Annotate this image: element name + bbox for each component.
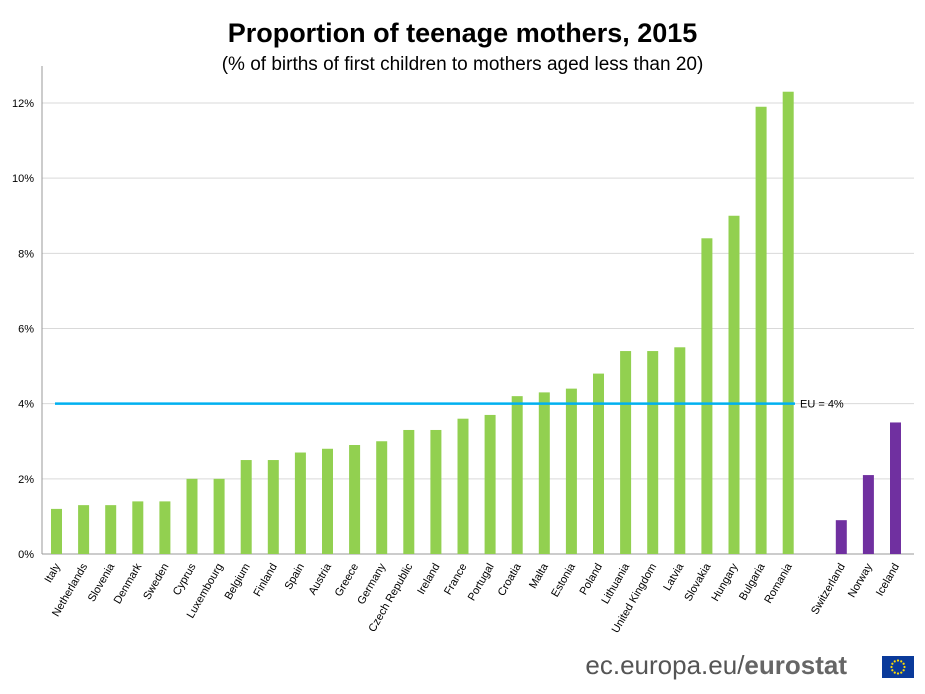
bar-poland [593,373,604,554]
bar-bulgaria [755,106,767,554]
y-tick-label: 2% [18,474,34,486]
x-tick-label: Sweden [141,562,171,602]
bar-malta [538,392,550,554]
footer-brand: eurostat [744,650,847,680]
y-tick-label: 10% [12,173,34,185]
flag-star [902,669,905,672]
x-tick-label: Norway [846,561,875,600]
bar-cyprus [186,478,198,554]
eu-average-label: EU = 4% [800,399,844,411]
bar-finland [267,460,279,554]
bar-italy [51,508,62,554]
bar-france [457,418,469,554]
bar-slovakia [701,238,713,555]
footer-site[interactable]: ec.europa.eu/ [585,650,745,680]
bar-norway [862,475,874,554]
flag-star [893,660,896,663]
bar-germany [376,441,388,554]
bar-ireland [430,429,442,554]
flag-star [896,672,900,675]
y-tick-label: 8% [18,248,34,260]
flag-star [890,665,893,669]
y-tick-label: 0% [18,549,34,561]
y-tick-label: 6% [18,324,34,336]
x-tick-label: Estonia [549,561,578,600]
bar-switzerland [835,520,847,554]
chart-title: Proportion of teenage mothers, 2015 [227,18,698,48]
bar-iceland [890,422,901,554]
x-tick-label: Belgium [223,562,253,602]
x-tick-label: Greece [333,562,361,599]
x-tick-label: Finland [251,562,279,599]
bar-netherlands [78,505,90,554]
bar-greece [349,445,361,554]
x-tick-label: Hungary [709,561,740,603]
bar-austria [322,448,333,554]
flag-star [891,662,894,665]
x-tick-label: Ireland [415,562,442,597]
x-tick-label: Cyprus [171,561,199,598]
bar-spain [294,452,306,554]
flag-star [900,671,903,674]
bar-slovenia [105,505,117,554]
x-tick-label: France [442,562,470,598]
flag-star [903,665,906,669]
x-tick-label: Croatia [496,561,525,598]
x-tick-label: Iceland [874,562,902,599]
bar-portugal [484,414,496,554]
bar-luxembourg [213,478,225,554]
bar-estonia [565,388,577,554]
bar-denmark [132,501,144,554]
eu-flag-stars [890,659,906,675]
x-tick-label: Austria [307,561,335,597]
bar-czech-republic [403,429,415,554]
bar-sweden [159,501,171,554]
x-tick-label: Italy [43,561,64,585]
flag-star [893,671,896,674]
flag-star [891,669,894,672]
chart-subtitle: (% of births of first children to mother… [221,54,704,75]
bar-belgium [240,460,252,554]
bar-hungary [728,215,740,554]
y-tick-label: 12% [12,98,34,110]
x-tick-label: Malta [527,561,551,591]
x-tick-label: Poland [578,562,606,598]
footer-source: ec.europa.eu/eurostat [585,650,847,681]
bar-lithuania [620,351,632,554]
eu-flag-icon [882,656,914,678]
x-tick-label: Portugal [466,562,497,603]
flag-star [900,660,903,663]
bar-romania [782,91,794,554]
y-tick-label: 4% [18,399,34,411]
x-tick-label: Spain [283,562,307,592]
flag-star [896,659,900,662]
x-tick-label: Switzerland [809,562,848,617]
bar-latvia [674,347,686,554]
bar-united-kingdom [647,351,659,554]
flag-star [902,662,905,665]
x-tick-label: Latvia [661,561,687,593]
bar-croatia [511,396,523,554]
